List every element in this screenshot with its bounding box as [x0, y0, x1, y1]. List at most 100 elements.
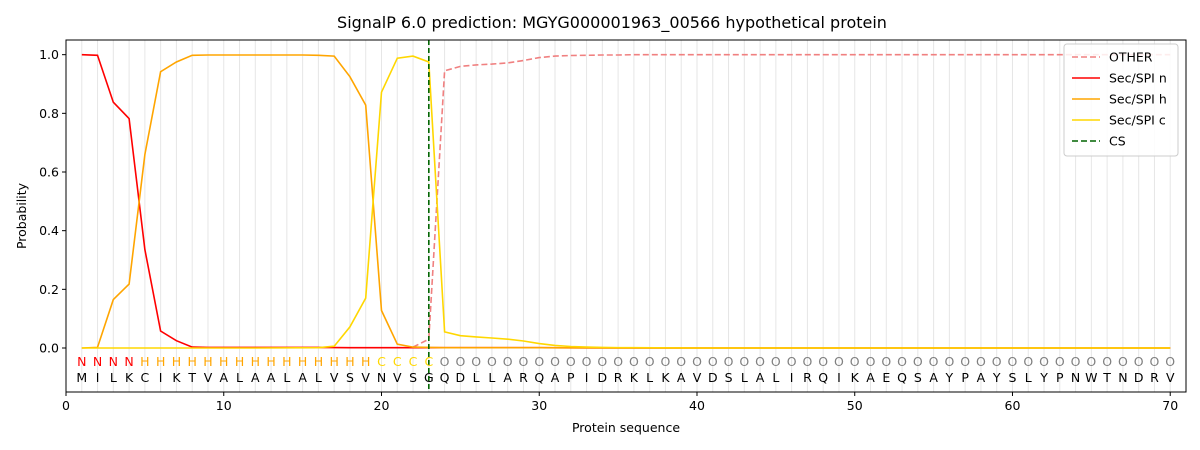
- residue-label: P: [1056, 370, 1064, 385]
- residue-label: P: [961, 370, 969, 385]
- x-tick-label: 0: [62, 398, 70, 413]
- residue-label: V: [1166, 370, 1175, 385]
- residue-label: S: [346, 370, 354, 385]
- residue-label: Q: [440, 370, 450, 385]
- residue-label: A: [503, 370, 512, 385]
- region-label: O: [503, 354, 513, 369]
- region-label: H: [219, 354, 228, 369]
- region-label: O: [487, 354, 497, 369]
- x-tick-label: 60: [1005, 398, 1021, 413]
- region-label: O: [1008, 354, 1018, 369]
- region-label: O: [550, 354, 560, 369]
- residue-label: R: [1150, 370, 1159, 385]
- residue-label: G: [424, 370, 434, 385]
- region-label: O: [834, 354, 844, 369]
- region-label: H: [251, 354, 260, 369]
- residue-label: V: [204, 370, 213, 385]
- x-tick-label: 20: [374, 398, 390, 413]
- legend-label: Sec/SPI h: [1109, 92, 1167, 107]
- residue-label: A: [298, 370, 307, 385]
- region-label: O: [440, 354, 450, 369]
- region-label: O: [566, 354, 576, 369]
- region-label: O: [1071, 354, 1081, 369]
- region-label: C: [377, 354, 386, 369]
- region-label: O: [787, 354, 797, 369]
- region-label: O: [471, 354, 481, 369]
- x-axis-ticks: 0 10 20 30 40 50 60 70: [62, 392, 1178, 413]
- y-axis-label: Probability: [14, 182, 29, 249]
- residue-label: R: [519, 370, 528, 385]
- x-tick-label: 50: [847, 398, 863, 413]
- legend-label: Sec/SPI c: [1109, 113, 1166, 128]
- region-label: O: [676, 354, 686, 369]
- x-tick-label: 30: [531, 398, 547, 413]
- region-label: O: [739, 354, 749, 369]
- residue-label: A: [219, 370, 228, 385]
- residue-label: K: [630, 370, 639, 385]
- series-line-sec-spi-h: [81, 54, 1171, 349]
- region-label: H: [314, 354, 323, 369]
- region-label: O: [881, 354, 891, 369]
- residue-label: K: [172, 370, 181, 385]
- y-tick-label: 0.2: [39, 282, 59, 297]
- x-tick-label: 70: [1162, 398, 1178, 413]
- y-axis-ticks: 0.0 0.2 0.4 0.6 0.8 1.0: [39, 47, 66, 356]
- residue-label: D: [598, 370, 608, 385]
- residue-label: N: [1071, 370, 1080, 385]
- residue-label: S: [1009, 370, 1017, 385]
- residue-label: I: [585, 370, 589, 385]
- region-label: C: [424, 354, 433, 369]
- grid-lines: [81, 40, 1171, 392]
- region-label: N: [93, 354, 102, 369]
- region-label: O: [1055, 354, 1065, 369]
- residue-label: T: [1102, 370, 1111, 385]
- region-label: O: [582, 354, 592, 369]
- y-tick-label: 0.8: [39, 106, 59, 121]
- region-label: H: [266, 354, 275, 369]
- residue-label: Y: [1039, 370, 1048, 385]
- region-label: O: [1039, 354, 1049, 369]
- region-label: N: [109, 354, 118, 369]
- region-label: H: [187, 354, 196, 369]
- residue-label: D: [1134, 370, 1144, 385]
- region-label: O: [1150, 354, 1160, 369]
- legend-label: Sec/SPI n: [1109, 71, 1167, 86]
- y-tick-label: 0.6: [39, 165, 59, 180]
- region-label: O: [455, 354, 465, 369]
- residue-label: A: [929, 370, 938, 385]
- residue-label: L: [488, 370, 495, 385]
- region-label: O: [708, 354, 718, 369]
- region-label: O: [897, 354, 907, 369]
- region-label: O: [960, 354, 970, 369]
- legend-box: [1063, 43, 1179, 157]
- residue-label: W: [1085, 370, 1097, 385]
- region-label: O: [913, 354, 923, 369]
- residue-label: A: [866, 370, 875, 385]
- residue-label: M: [76, 370, 87, 385]
- residue-label: A: [977, 370, 986, 385]
- region-label: O: [645, 354, 655, 369]
- residue-label: L: [772, 370, 779, 385]
- residue-label: I: [159, 370, 163, 385]
- residue-label: E: [882, 370, 890, 385]
- region-label: O: [1118, 354, 1128, 369]
- region-label: O: [929, 354, 939, 369]
- region-label: O: [629, 354, 639, 369]
- residue-label: V: [693, 370, 702, 385]
- region-label: O: [519, 354, 529, 369]
- residue-label: D: [708, 370, 718, 385]
- region-label: O: [661, 354, 671, 369]
- residue-label: N: [377, 370, 386, 385]
- residue-label: I: [790, 370, 794, 385]
- residue-label: N: [1118, 370, 1127, 385]
- residue-label: L: [283, 370, 290, 385]
- residue-label: R: [614, 370, 623, 385]
- legend-label: CS: [1109, 134, 1126, 149]
- region-label: C: [393, 354, 402, 369]
- residue-label: A: [756, 370, 765, 385]
- region-label: O: [802, 354, 812, 369]
- residue-label: Q: [534, 370, 544, 385]
- region-label: N: [77, 354, 86, 369]
- residue-label: A: [677, 370, 686, 385]
- region-label: O: [771, 354, 781, 369]
